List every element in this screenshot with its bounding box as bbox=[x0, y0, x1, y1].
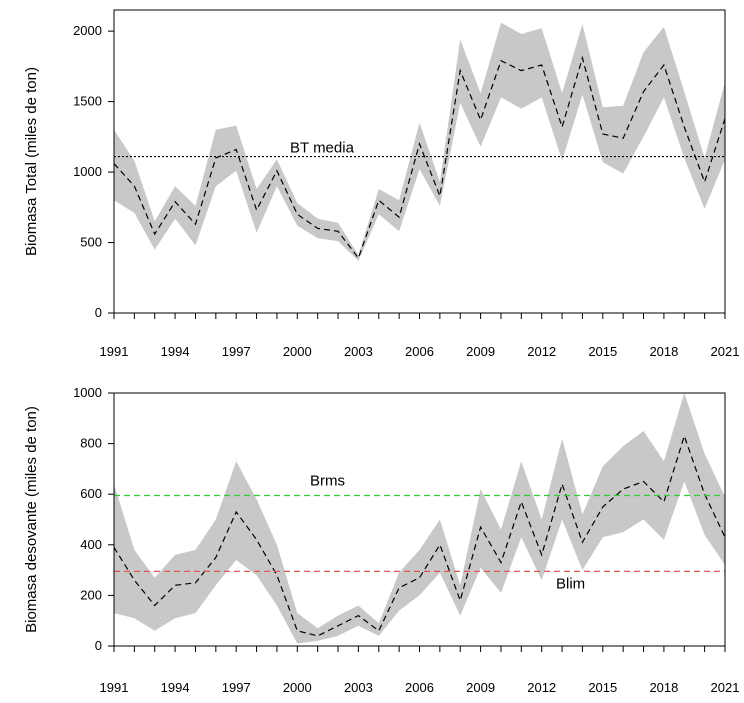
panel-2-ref-label-0: Brms bbox=[310, 472, 345, 489]
panel-2-y-axis-title: Biomasa desovante (miles de ton) bbox=[23, 406, 40, 633]
panel-2-x-tick-label: 1991 bbox=[100, 680, 129, 695]
panel-2-x-tick-label: 2009 bbox=[466, 680, 495, 695]
panel-1-y-tick-label: 500 bbox=[80, 235, 102, 250]
panel-2-x-tick-label: 2003 bbox=[344, 680, 373, 695]
panel-2-confidence-band bbox=[114, 393, 725, 644]
panel-2-y-tick-label: 600 bbox=[80, 486, 102, 501]
panel-1-x-tick-label: 2021 bbox=[711, 344, 740, 359]
panel-2-x-tick-label: 2015 bbox=[588, 680, 617, 695]
panel-1-y-tick-label: 2000 bbox=[73, 23, 102, 38]
panel-1-y-tick-label: 1000 bbox=[73, 164, 102, 179]
panel-2-x-tick-label: 1994 bbox=[161, 680, 190, 695]
panel-1-y-tick-label: 0 bbox=[95, 305, 102, 320]
panel-1-x-tick-label: 1991 bbox=[100, 344, 129, 359]
panel-1-x-tick-label: 2003 bbox=[344, 344, 373, 359]
panel-1-x-tick-label: 2009 bbox=[466, 344, 495, 359]
panel-1-ref-label-0: BT media bbox=[290, 140, 355, 157]
panel-1-x-tick-label: 2006 bbox=[405, 344, 434, 359]
panel-2-x-tick-label: 1997 bbox=[222, 680, 251, 695]
panel-1-x-tick-label: 2018 bbox=[649, 344, 678, 359]
panel-1-estimate-line bbox=[113, 55, 726, 260]
panel-2-y-tick-label: 0 bbox=[95, 638, 102, 653]
panel-2-y-tick-label: 400 bbox=[80, 537, 102, 552]
panel-1-x-tick-label: 2015 bbox=[588, 344, 617, 359]
panel-1-y-axis-title: Biomasa Total (miles de ton) bbox=[23, 67, 40, 256]
panel-2-x-tick-label: 2018 bbox=[649, 680, 678, 695]
panel-1-y-tick-label: 1500 bbox=[73, 94, 102, 109]
panel-2-x-tick-label: 2006 bbox=[405, 680, 434, 695]
panel-1-x-tick-label: 1994 bbox=[161, 344, 190, 359]
panel-1-confidence-band bbox=[114, 22, 725, 261]
panel-2-ref-label-1: Blim bbox=[556, 575, 585, 592]
panel-2-x-tick-label: 2021 bbox=[711, 680, 740, 695]
panel-2-estimate-line bbox=[113, 434, 726, 637]
panel-2-y-tick-label: 200 bbox=[80, 587, 102, 602]
panel-1-x-tick-label: 2000 bbox=[283, 344, 312, 359]
panel-2-y-tick-label: 800 bbox=[80, 436, 102, 451]
panel-1-x-tick-label: 2012 bbox=[527, 344, 556, 359]
panel-2-x-tick-label: 2000 bbox=[283, 680, 312, 695]
panel-2-y-tick-label: 1000 bbox=[73, 385, 102, 400]
panel-2-x-tick-label: 2012 bbox=[527, 680, 556, 695]
panel-1-x-tick-label: 1997 bbox=[222, 344, 251, 359]
